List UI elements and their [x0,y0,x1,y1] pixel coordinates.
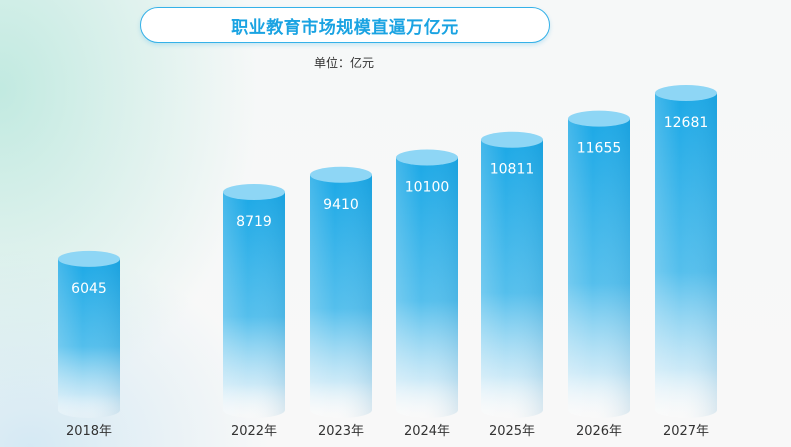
bar-cap [310,166,372,183]
bar-5: 11655 2026年 [568,110,630,439]
bar-shading [481,139,543,418]
bar-shading [223,192,285,418]
chart-title-pill: 职业教育市场规模直逼万亿元 [140,7,550,43]
bar-cap [396,149,458,166]
category-label: 2026年 [576,424,622,439]
bar-2: 9410 2023年 [310,166,372,439]
bar-6: 12681 2027年 [655,85,717,439]
bar-shading [396,157,458,419]
category-label: 2027年 [663,424,709,439]
bar-value-label: 9410 [323,197,359,213]
bar-cap [481,131,543,148]
bar-shading [58,258,120,418]
category-label: 2022年 [231,424,277,439]
bar-value-label: 6045 [71,281,107,297]
bar-shading [568,118,630,418]
bar-value-label: 8719 [236,214,272,230]
category-label: 2025年 [489,424,535,439]
bar-cap [58,250,120,267]
bar-shading [310,174,372,418]
bar-4: 10811 2025年 [481,131,543,439]
bar-1: 8719 2022年 [223,184,285,439]
bar-3: 10100 2024年 [396,149,458,439]
bar-cap [223,184,285,201]
category-label: 2024年 [404,424,450,439]
category-label: 2023年 [318,424,364,439]
bar-cap [655,85,717,101]
unit-label: 单位：亿元 [314,56,375,70]
bar-value-label: 12681 [664,115,709,131]
bar-value-label: 11655 [577,141,622,157]
bar-0: 6045 2018年 [58,250,120,439]
bar-cap [568,110,630,127]
bar-shading [655,93,717,418]
chart-title: 职业教育市场规模直逼万亿元 [231,17,459,38]
bar-value-label: 10100 [405,180,450,196]
bar-value-label: 10811 [490,162,535,178]
category-label: 2018年 [66,424,112,439]
